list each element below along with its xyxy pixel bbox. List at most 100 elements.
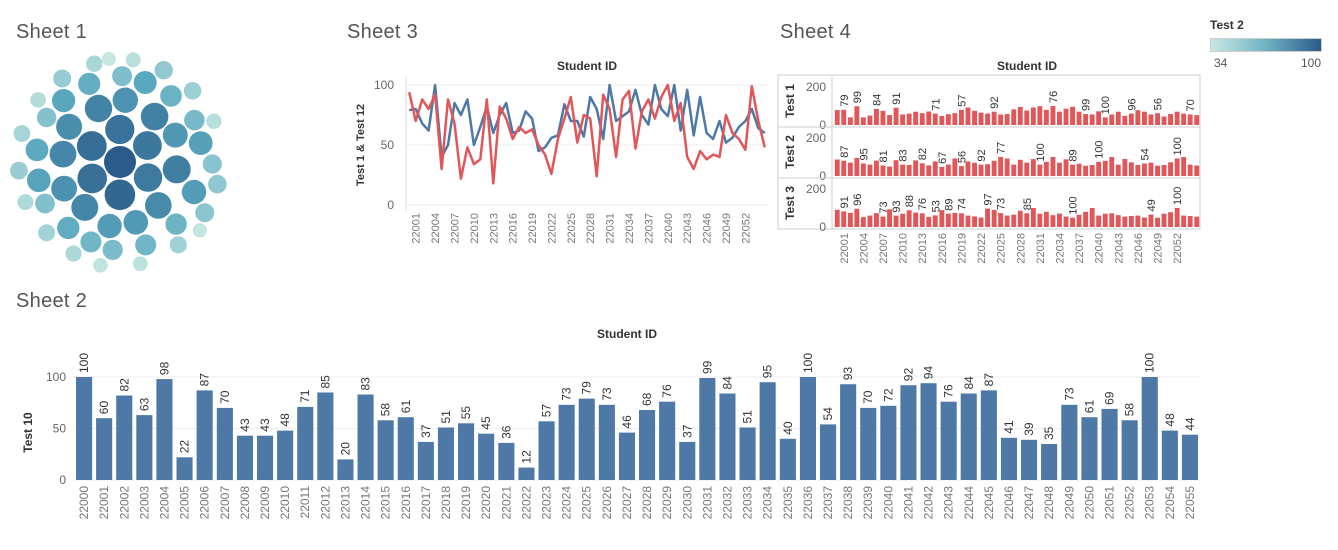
sheet2-bar <box>1181 434 1198 480</box>
sheet2-bar <box>578 398 595 480</box>
bubble-7 <box>162 155 191 184</box>
sheet4-bar <box>939 210 945 227</box>
sheet4-bar <box>998 213 1004 227</box>
bubble-6 <box>133 163 163 192</box>
sheet4-row-label: Test 3 <box>783 186 797 220</box>
sheet3-line-chart[interactable]: Student ID Test 1 & Test 12 0 50 100 22001 220… <box>350 55 770 275</box>
sheet4-data-label: 93 <box>891 200 903 212</box>
bubble-55 <box>101 52 116 66</box>
sheet4-bar <box>847 117 853 125</box>
sheet2-data-label: 58 <box>1123 403 1137 417</box>
sheet4-data-label: 87 <box>839 146 851 158</box>
sheet2-data-label: 43 <box>258 418 272 432</box>
sheet4-data-label: 81 <box>878 150 890 162</box>
sheet2-data-label: 36 <box>499 425 513 439</box>
sheet2-header: Student ID <box>597 327 657 341</box>
sheet4-bar <box>1161 213 1167 227</box>
bubble-37 <box>195 203 215 223</box>
sheet2-bar <box>317 392 334 480</box>
sheet4-bar <box>1174 208 1180 227</box>
sheet3-xtick: 22001 <box>411 213 423 244</box>
sheet3-ylabel: Test 1 & Test 12 <box>355 104 367 186</box>
sheet4-bar <box>965 107 971 125</box>
sheet4-bar <box>978 217 984 227</box>
sheet4-bar <box>1194 115 1200 125</box>
sheet4-xtick: 22007 <box>878 233 890 264</box>
sheet4-data-label: 97 <box>983 193 995 205</box>
sheet2-bar-chart[interactable]: Student ID Test 10 0 50 100 100 22000 60 22001 82… <box>10 322 1210 548</box>
sheet4-bar <box>1181 113 1187 125</box>
sheet2-bar <box>779 438 796 480</box>
sheet2-xtick: 22013 <box>338 486 352 520</box>
bubble-39 <box>154 61 173 80</box>
sheet3-xtick: 22046 <box>702 213 714 244</box>
sheet2-data-label: 100 <box>1143 353 1157 373</box>
sheet4-bar <box>1043 109 1049 125</box>
sheet4-bar <box>972 216 977 227</box>
sheet2-bar <box>257 435 274 480</box>
sheet2-data-label: 87 <box>982 373 996 387</box>
sheet4-bar <box>1037 106 1043 125</box>
sheet4-bar <box>1024 110 1030 125</box>
sheet4-bar <box>906 210 912 227</box>
sheet4-data-label: 91 <box>891 92 903 104</box>
sheet4-bar <box>932 161 938 176</box>
sheet2-xtick: 22047 <box>1022 486 1036 520</box>
sheet4-bar <box>874 108 879 125</box>
sheet4-bar <box>887 166 892 176</box>
sheet4-bar <box>1155 113 1160 125</box>
color-legend[interactable]: Test 2 34 100 <box>1210 18 1325 70</box>
sheet2-bar <box>799 377 816 480</box>
sheet4-frame <box>777 74 1201 230</box>
sheet2-bar <box>96 418 113 480</box>
sheet2-bar <box>417 441 434 480</box>
sheet4-bar <box>900 164 906 176</box>
legend-min-label: 34 <box>1214 56 1228 70</box>
sheet2-xtick: 22000 <box>77 486 91 520</box>
sheet4-bar <box>991 111 997 125</box>
sheet4-bar <box>913 212 919 227</box>
sheet4-bar <box>1017 159 1023 176</box>
sheet2-ytick: 0 <box>59 473 66 487</box>
sheet2-bar <box>156 379 173 480</box>
sheet4-bar <box>1057 213 1062 227</box>
legend-title: Test 2 <box>1210 18 1244 32</box>
sheet2-bar <box>1101 408 1118 480</box>
sheet4-bar <box>1004 215 1010 227</box>
bubble-32 <box>102 239 123 260</box>
sheet4-bar <box>919 113 925 125</box>
sheet2-bar <box>538 421 555 480</box>
sheet4-bar <box>1063 108 1069 125</box>
sheet4-data-label: 89 <box>943 198 955 210</box>
sheet2-data-label: 22 <box>178 440 192 454</box>
sheet2-xtick: 22027 <box>620 486 634 520</box>
bubble-8 <box>140 102 169 131</box>
sheet2-bar <box>277 430 294 480</box>
sheet2-data-label: 40 <box>781 421 795 435</box>
sheet4-data-label: 100 <box>1172 187 1184 205</box>
sheet2-xtick: 22040 <box>881 486 895 520</box>
sheet2-xtick: 22021 <box>499 486 513 520</box>
sheet4-bar <box>978 112 984 125</box>
sheet2-xtick: 22050 <box>1082 486 1096 520</box>
sheet4-bar <box>1122 115 1128 125</box>
sheet2-bar <box>820 424 837 480</box>
sheet1-bubble-chart[interactable] <box>10 52 230 274</box>
sheet4-bar <box>860 117 866 125</box>
bubble-41 <box>10 161 28 180</box>
sheet4-title: Sheet 4 <box>780 21 852 43</box>
sheet4-bar <box>919 163 925 176</box>
sheet4-ytick: 200 <box>806 80 826 94</box>
bubble-0 <box>104 146 136 178</box>
sheet4-bar <box>1050 157 1056 176</box>
sheet2-data-label: 55 <box>459 406 473 420</box>
sheet4-bar <box>854 208 860 227</box>
bubble-46 <box>86 55 103 72</box>
bubble-34 <box>35 193 55 214</box>
sheet4-bar <box>1024 162 1030 176</box>
sheet2-xtick: 22020 <box>479 486 493 520</box>
sheet2-data-label: 72 <box>881 388 895 402</box>
sheet2-bar <box>518 467 535 480</box>
bubble-29 <box>80 231 102 253</box>
